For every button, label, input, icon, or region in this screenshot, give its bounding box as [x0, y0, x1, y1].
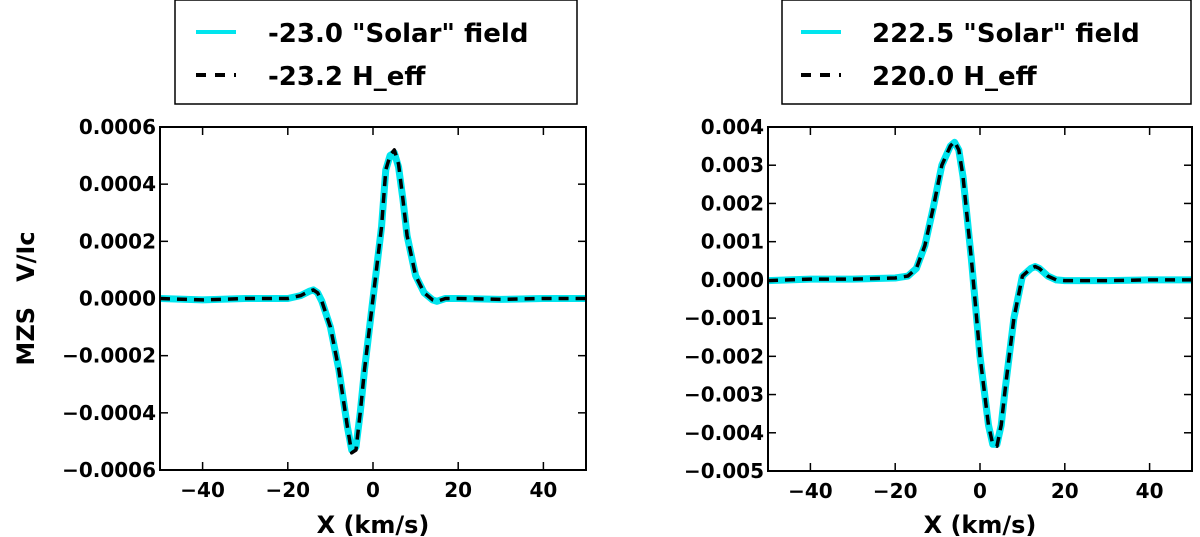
legend-left: -23.0 "Solar" field -23.2 H_eff: [174, 0, 578, 105]
legend-left-label-heff: -23.2 H_eff: [268, 62, 426, 92]
panel-right-ytick-label: 0.004: [701, 115, 764, 139]
panel-left-series-heff-line: [159, 148, 586, 455]
panel-left-xtick-label: 0: [366, 478, 380, 502]
panel-left-ytick-label: −0.0002: [62, 344, 156, 368]
panel-left-y-axis-title: MZS V/Ic: [12, 231, 40, 365]
panel-left-ytick-label: −0.0006: [62, 458, 156, 482]
panel-left-xtick-label: 20: [444, 478, 472, 502]
panel-right-ytick-label: 0.002: [701, 191, 764, 215]
panel-left-xtick-label: 40: [529, 478, 557, 502]
panel-left-ticks: −40 −20 0 20 40 −0.0006 −0.0004 −0.0002 0.0000 0.…: [62, 115, 586, 502]
panel-right-series-solar-line: [767, 138, 1192, 448]
panel-right-ytick-label: 0.000: [701, 268, 764, 292]
panel-left-ytick-label: −0.0004: [62, 401, 156, 425]
panel-right-axes-frame: [767, 126, 1193, 472]
panel-right-xtick-label: 40: [1136, 479, 1164, 503]
panel-left-ytick-label: 0.0002: [79, 229, 156, 253]
panel-right-ytick-label: −0.002: [684, 344, 764, 368]
panel-right-xtick-label: 20: [1051, 479, 1079, 503]
panel-right: −40 −20 0 20 40 −0.005 −0.004 −0.003 −0.002 −0.00…: [684, 115, 1193, 537]
legend-right: 222.5 "Solar" field 220.0 H_eff: [781, 0, 1192, 105]
panel-right-ytick-label: 0.003: [701, 153, 764, 177]
panel-left-ytick-label: 0.0000: [79, 287, 156, 311]
legend-right-label-heff: 220.0 H_eff: [872, 62, 1038, 92]
panel-left-series: [159, 148, 586, 455]
panel-left-ytick-label: 0.0006: [79, 115, 156, 139]
panel-left-xtick-label: −40: [180, 478, 225, 502]
panel-right-xtick-label: −40: [788, 479, 833, 503]
panel-left-x-axis-title: X (km/s): [317, 511, 430, 537]
panel-left-xtick-label: −20: [266, 478, 311, 502]
panel-right-xtick-label: −20: [873, 479, 918, 503]
panel-right-xtick-label: 0: [973, 479, 987, 503]
panel-right-ytick-label: −0.005: [684, 459, 764, 483]
panel-left-axes-frame: [159, 126, 587, 471]
panel-left-ytick-label: 0.0004: [79, 172, 156, 196]
panel-right-ytick-label: −0.001: [684, 306, 764, 330]
panel-right-ytick-label: −0.003: [684, 383, 764, 407]
legend-right-frame: [781, 0, 1192, 105]
panel-right-x-axis-title: X (km/s): [924, 511, 1037, 537]
panel-right-series-heff-line: [767, 139, 1192, 448]
panel-right-ytick-label: −0.004: [684, 421, 764, 445]
panel-right-series: [767, 138, 1192, 448]
panel-right-ytick-label: 0.001: [701, 230, 764, 254]
legend-left-frame: [174, 0, 578, 105]
panel-left: −40 −20 0 20 40 −0.0006 −0.0004 −0.0002 0.0000 0.…: [12, 115, 587, 537]
legend-right-label-solar: 222.5 "Solar" field: [872, 19, 1140, 49]
panel-right-ticks: −40 −20 0 20 40 −0.005 −0.004 −0.003 −0.002 −0.00…: [684, 115, 1192, 503]
legend-left-label-solar: -23.0 "Solar" field: [268, 19, 528, 49]
